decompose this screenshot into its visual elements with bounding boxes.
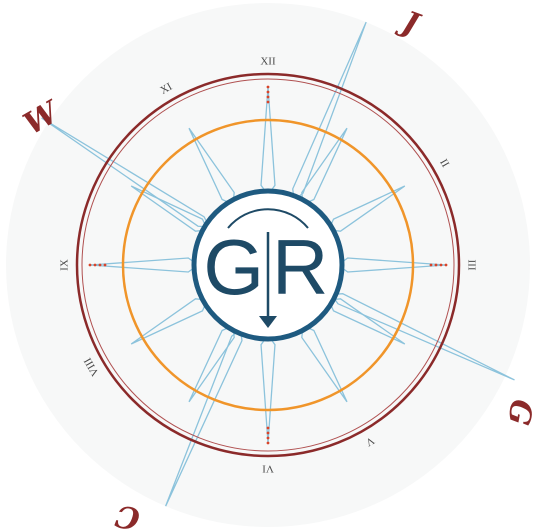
dot <box>104 264 107 267</box>
dot <box>267 101 270 104</box>
compass-letter: J <box>393 3 425 43</box>
dot <box>267 427 270 430</box>
compass-letter: C <box>113 497 143 531</box>
numeral: VI <box>262 462 274 474</box>
dot <box>440 264 443 267</box>
dot <box>89 264 92 267</box>
dot <box>267 442 270 445</box>
dot <box>99 264 102 267</box>
dot <box>445 264 448 267</box>
dot <box>435 264 438 267</box>
dot <box>94 264 97 267</box>
dot <box>267 96 270 99</box>
logo: G R XIIXIIIIIIIXVIIIVIV WJGC <box>0 0 535 531</box>
dot <box>430 264 433 267</box>
dot <box>267 437 270 440</box>
dot <box>267 86 270 89</box>
compass-letter: G <box>500 397 535 428</box>
dot <box>267 91 270 94</box>
monogram-letter: G <box>203 223 264 311</box>
monogram-letter: R <box>272 223 328 311</box>
page: {"logo": {"monogram": ["G", "R"], "numer… <box>0 0 535 531</box>
numeral: III <box>465 260 477 271</box>
numeral: IX <box>59 259 71 271</box>
dot <box>267 432 270 435</box>
numeral: XII <box>260 56 276 68</box>
